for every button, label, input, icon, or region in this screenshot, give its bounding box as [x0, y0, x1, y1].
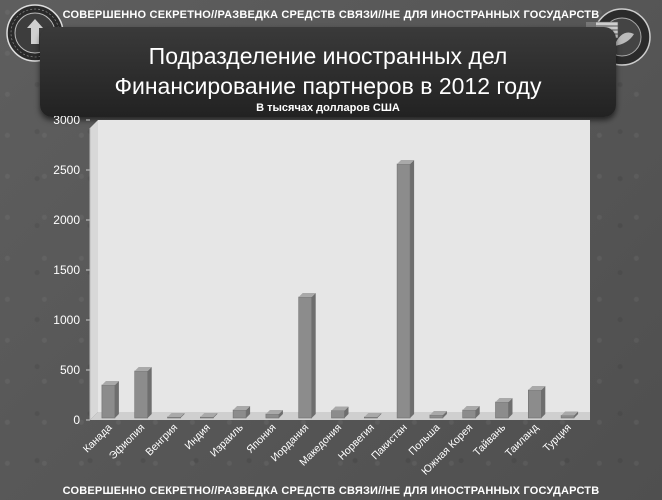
bar-top: [495, 398, 513, 402]
plot-side-wall: [90, 120, 98, 420]
bar: [101, 381, 119, 419]
bar-side: [147, 367, 152, 418]
x-tick-label: Венгрия: [143, 422, 180, 459]
bar-side: [442, 411, 447, 418]
bar: [560, 411, 579, 419]
bar: [429, 411, 447, 419]
bar-top: [265, 410, 283, 414]
bar: [527, 386, 546, 419]
bar-top: [528, 386, 546, 390]
bar-top: [429, 411, 447, 415]
title-panel: [40, 27, 616, 117]
bar-front: [495, 401, 509, 419]
x-tick-label: Израиль: [208, 421, 246, 459]
x-tick-label: Тайвань: [471, 421, 508, 458]
bar-front: [265, 413, 280, 419]
bar-front: [101, 384, 116, 419]
chart-title-line1: Подразделение иностранных дел: [148, 43, 508, 69]
bar-front: [298, 296, 313, 419]
bar: [232, 406, 251, 419]
bar-front: [167, 416, 181, 419]
bar-side: [311, 293, 316, 418]
y-tick-label: 1000: [53, 313, 80, 327]
bar: [167, 413, 185, 419]
x-tick-label: Эфиопия: [107, 422, 147, 462]
bar-front: [462, 409, 477, 419]
bar-front: [396, 163, 411, 419]
bar-side: [213, 413, 218, 418]
bar-chart: 050010001500200025003000КанадаЭфиопияВен…: [53, 116, 590, 478]
bar: [200, 413, 218, 419]
bar-top: [397, 160, 415, 164]
bar-side: [377, 413, 382, 418]
y-tick-label: 2500: [53, 163, 80, 177]
classification-banner-bottom: СОВЕРШЕННО СЕКРЕТНО//РАЗВЕДКА СРЕДСТВ СВ…: [62, 485, 600, 497]
bar: [363, 413, 382, 419]
bar-side: [410, 160, 415, 418]
bar-front: [560, 415, 575, 419]
bar-top: [134, 367, 152, 371]
bar-top: [298, 293, 316, 297]
bar-top: [200, 413, 218, 417]
bar-front: [134, 370, 148, 419]
x-tick-label: Индия: [182, 422, 212, 452]
bar-side: [574, 411, 579, 418]
bar: [134, 367, 152, 419]
y-tick-label: 3000: [53, 116, 80, 127]
classification-banner-top: СОВЕРШЕННО СЕКРЕТНО//РАЗВЕДКА СРЕДСТВ СВ…: [62, 9, 600, 21]
bar-side: [180, 413, 185, 418]
bar-top: [331, 406, 349, 411]
y-tick-label: 0: [73, 413, 80, 427]
bar-top: [364, 413, 382, 417]
plot-area: [98, 120, 590, 412]
bar-top: [233, 406, 251, 410]
y-tick-label: 1500: [53, 263, 80, 277]
x-tick-label: Таиланд: [503, 422, 541, 460]
bar: [331, 406, 349, 419]
bar-side: [541, 386, 546, 418]
bar-top: [167, 413, 185, 417]
bar-front: [527, 389, 542, 419]
bar: [265, 410, 283, 419]
bar-front: [363, 416, 378, 419]
bar-side: [508, 398, 513, 418]
x-tick-label: Турция: [541, 422, 574, 455]
bar-top: [561, 411, 579, 416]
bar: [495, 398, 513, 419]
bar-side: [278, 410, 283, 418]
bar: [396, 160, 415, 419]
bar-side: [114, 381, 119, 418]
bar-top: [462, 406, 480, 410]
bar: [462, 406, 480, 419]
chart-subtitle: В тысячах долларов США: [256, 102, 400, 114]
bar-front: [429, 414, 444, 419]
x-tick-label: Пакистан: [369, 422, 410, 463]
y-tick-label: 2000: [53, 213, 80, 227]
bar-front: [331, 410, 345, 419]
bar-top: [101, 381, 119, 385]
chart-title-line2: Финансирование партнеров в 2012 году: [114, 73, 542, 99]
bar-front: [200, 416, 214, 419]
y-tick-label: 500: [60, 363, 80, 377]
bar: [298, 293, 316, 419]
bar-front: [232, 409, 247, 419]
bar-side: [344, 406, 349, 418]
